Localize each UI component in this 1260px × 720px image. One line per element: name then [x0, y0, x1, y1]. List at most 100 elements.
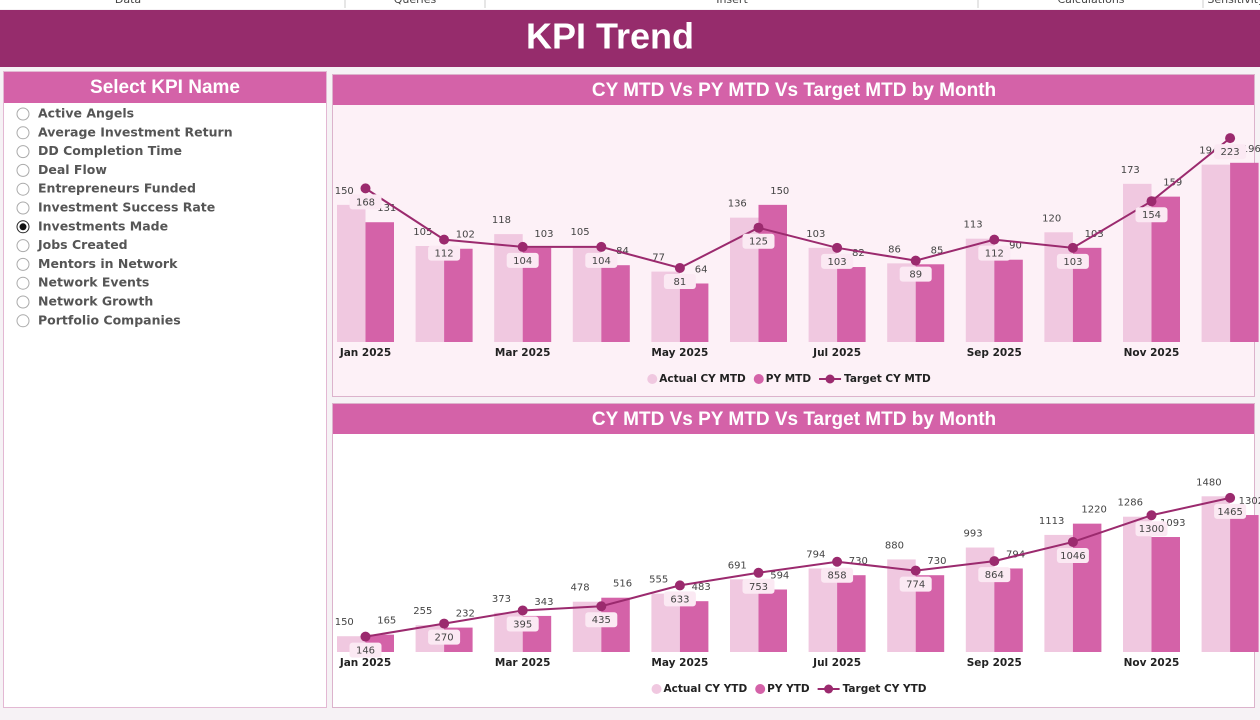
data-label-box [663, 273, 696, 289]
radio-button[interactable] [16, 182, 30, 196]
bar [1044, 232, 1073, 342]
data-label: 120 [1042, 213, 1061, 224]
bar [1230, 515, 1259, 652]
data-label: 77 [652, 253, 665, 264]
line [364, 137, 1231, 270]
data-label: 104 [592, 256, 611, 267]
data-label: 82 [852, 248, 865, 259]
legend-marker [755, 684, 766, 694]
slicer-option[interactable]: Jobs Created [37, 237, 128, 252]
data-label: 103 [534, 229, 553, 240]
chart-title: CY MTD Vs PY MTD Vs Target MTD by Month [592, 80, 996, 101]
x-tick-label: Sep 2025 [967, 657, 1022, 669]
bar [1123, 516, 1152, 652]
bar [679, 283, 709, 342]
slicer-option[interactable]: Network Events [38, 275, 149, 290]
menu-tab[interactable]: Calculations [1057, 0, 1124, 6]
menu-tab[interactable]: Insert [716, 0, 748, 6]
data-label: 112 [985, 249, 1004, 260]
slicer-option[interactable]: Network Growth [38, 294, 153, 309]
chart-panel [332, 403, 1255, 708]
radio-button[interactable] [16, 107, 30, 121]
slicer-option[interactable]: Active Angels [38, 106, 134, 121]
legend: Actual CY YTD PY YTD Target CY YTD [651, 683, 927, 695]
data-label: 730 [927, 556, 946, 567]
line-point [1146, 196, 1157, 207]
data-label: 104 [513, 256, 532, 267]
radio-dot [19, 223, 27, 231]
radio-button[interactable] [16, 126, 30, 140]
data-label-box [978, 245, 1011, 261]
x-tick-label: Jan 2025 [339, 347, 391, 359]
radio-button[interactable] [16, 257, 30, 271]
data-label: 103 [1063, 257, 1082, 268]
data-label-box [1214, 144, 1247, 160]
chart-panel [332, 74, 1255, 397]
data-label: 1302 [1239, 496, 1260, 507]
slicer-option[interactable]: Entrepreneurs Funded [38, 181, 196, 196]
radio-button[interactable] [16, 201, 30, 215]
slicer-option[interactable]: DD Completion Time [38, 143, 182, 158]
radio-button[interactable] [16, 239, 30, 253]
data-label: 1093 [1160, 518, 1185, 529]
bar [444, 248, 473, 342]
menu-tab[interactable]: Sensitivity [1207, 0, 1260, 6]
bar [837, 575, 866, 652]
data-label-box [978, 567, 1011, 583]
legend-marker [753, 374, 764, 384]
bar [1230, 162, 1259, 342]
data-label-box [821, 567, 854, 583]
x-tick-label: Jan 2025 [339, 657, 391, 669]
data-label: 168 [356, 197, 375, 208]
radio-button[interactable] [16, 276, 30, 290]
data-label: 993 [964, 529, 983, 540]
slicer-option[interactable]: Deal Flow [38, 162, 107, 177]
slicer-panel [3, 71, 327, 708]
data-label: 125 [749, 237, 768, 248]
slicer-option[interactable]: Investments Made [38, 218, 168, 233]
radio-button[interactable] [16, 314, 30, 328]
data-label: 1286 [1118, 498, 1143, 509]
data-label: 150 [335, 617, 354, 628]
line-point [596, 601, 607, 612]
data-label: 113 [964, 220, 983, 231]
x-tick-label: Nov 2025 [1124, 347, 1180, 359]
slicer-option[interactable]: Investment Success Rate [38, 200, 215, 215]
data-label: 753 [749, 582, 768, 593]
charts: CY MTD Vs PY MTD Vs Target MTD by Month J… [332, 74, 1260, 708]
bar [887, 559, 916, 652]
bar [837, 267, 866, 342]
line-point [910, 565, 921, 576]
data-label: 1480 [1196, 477, 1221, 488]
slicer-title: Select KPI Name [90, 77, 240, 98]
data-label: 1465 [1217, 507, 1242, 518]
slicer-option[interactable]: Average Investment Return [38, 124, 233, 139]
menu-tab[interactable]: Data [115, 0, 141, 6]
line-point [910, 255, 921, 266]
data-label: 131 [377, 203, 396, 214]
bar [365, 222, 394, 342]
line-point [753, 222, 764, 233]
menu-bar: Data Queries Insert Calculations Sensitivity [0, 0, 1260, 9]
data-label: 85 [931, 245, 944, 256]
data-label: 270 [435, 633, 454, 644]
x-tick-label: May 2025 [651, 657, 708, 669]
slicer-title-bar [4, 72, 326, 103]
slicer-option[interactable]: Portfolio Companies [38, 312, 181, 327]
data-label: 102 [456, 230, 475, 241]
data-label: 555 [649, 575, 668, 586]
data-label: 435 [592, 615, 611, 626]
data-label: 118 [492, 215, 511, 226]
data-label: 255 [413, 606, 432, 617]
data-label: 483 [692, 582, 711, 593]
data-label-box [1056, 547, 1089, 563]
chart-title-bar [333, 404, 1254, 434]
radio-button[interactable] [16, 163, 30, 177]
menu-tab[interactable]: Queries [394, 0, 437, 6]
radio-button[interactable] [16, 295, 30, 309]
data-label-box [349, 642, 382, 658]
slicer-option[interactable]: Mentors in Network [38, 256, 178, 271]
radio-button[interactable] [16, 145, 30, 159]
line-point [1067, 242, 1078, 253]
data-label: 343 [534, 597, 553, 608]
